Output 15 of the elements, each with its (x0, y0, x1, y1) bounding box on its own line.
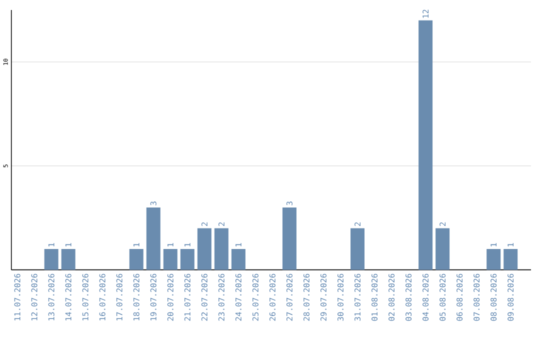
bar (129, 249, 144, 270)
bar (146, 208, 160, 270)
bar (180, 249, 194, 270)
bar (350, 228, 365, 270)
bar (163, 249, 178, 270)
bar (197, 228, 212, 270)
bar (282, 208, 296, 270)
bar (436, 228, 450, 270)
bar (61, 249, 76, 270)
bar (231, 249, 246, 270)
bar (418, 20, 433, 270)
bar (44, 249, 58, 270)
bar (214, 228, 228, 270)
bar (504, 249, 518, 270)
bar (486, 249, 501, 270)
